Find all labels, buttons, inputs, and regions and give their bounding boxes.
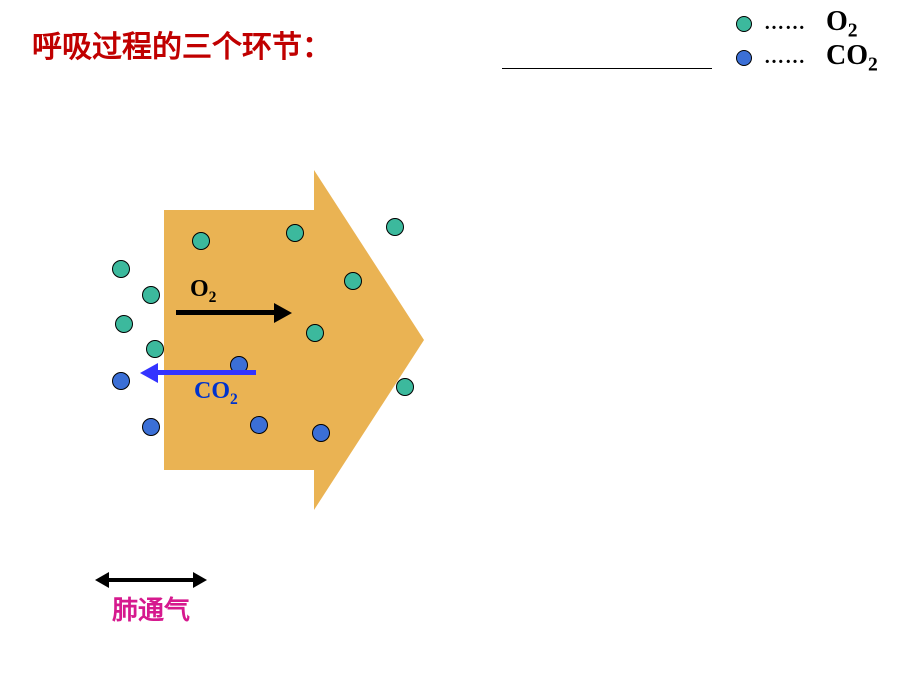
o2-molecule xyxy=(396,378,414,396)
legend-o2-label: O2 xyxy=(826,6,858,43)
page-title: 呼吸过程的三个环节： xyxy=(32,22,332,66)
o2-molecule xyxy=(115,315,133,333)
legend-co2-circle xyxy=(736,50,752,66)
co2-molecule xyxy=(112,372,130,390)
ventilation-arrow xyxy=(107,578,195,582)
o2-arrow xyxy=(176,310,276,315)
legend-o2-circle xyxy=(736,16,752,32)
co2-molecule xyxy=(250,416,268,434)
legend-co2-dots: …… xyxy=(764,46,806,69)
co2-text-label: CO2 xyxy=(194,378,238,409)
co2-molecule xyxy=(142,418,160,436)
co2-molecule xyxy=(312,424,330,442)
ventilation-label: 肺通气 xyxy=(112,590,190,627)
o2-molecule xyxy=(112,260,130,278)
legend-co2-label: CO2 xyxy=(826,40,878,77)
legend-o2-dots: …… xyxy=(764,12,806,35)
co2-arrow xyxy=(156,370,256,375)
o2-molecule xyxy=(286,224,304,242)
o2-molecule xyxy=(142,286,160,304)
o2-text-label: O2 xyxy=(190,276,216,307)
o2-molecule xyxy=(386,218,404,236)
title-underline xyxy=(502,68,712,69)
lung-rect xyxy=(164,210,314,470)
o2-molecule xyxy=(344,272,362,290)
o2-molecule xyxy=(192,232,210,250)
o2-molecule xyxy=(146,340,164,358)
lung-triangle xyxy=(314,170,424,510)
o2-molecule xyxy=(306,324,324,342)
